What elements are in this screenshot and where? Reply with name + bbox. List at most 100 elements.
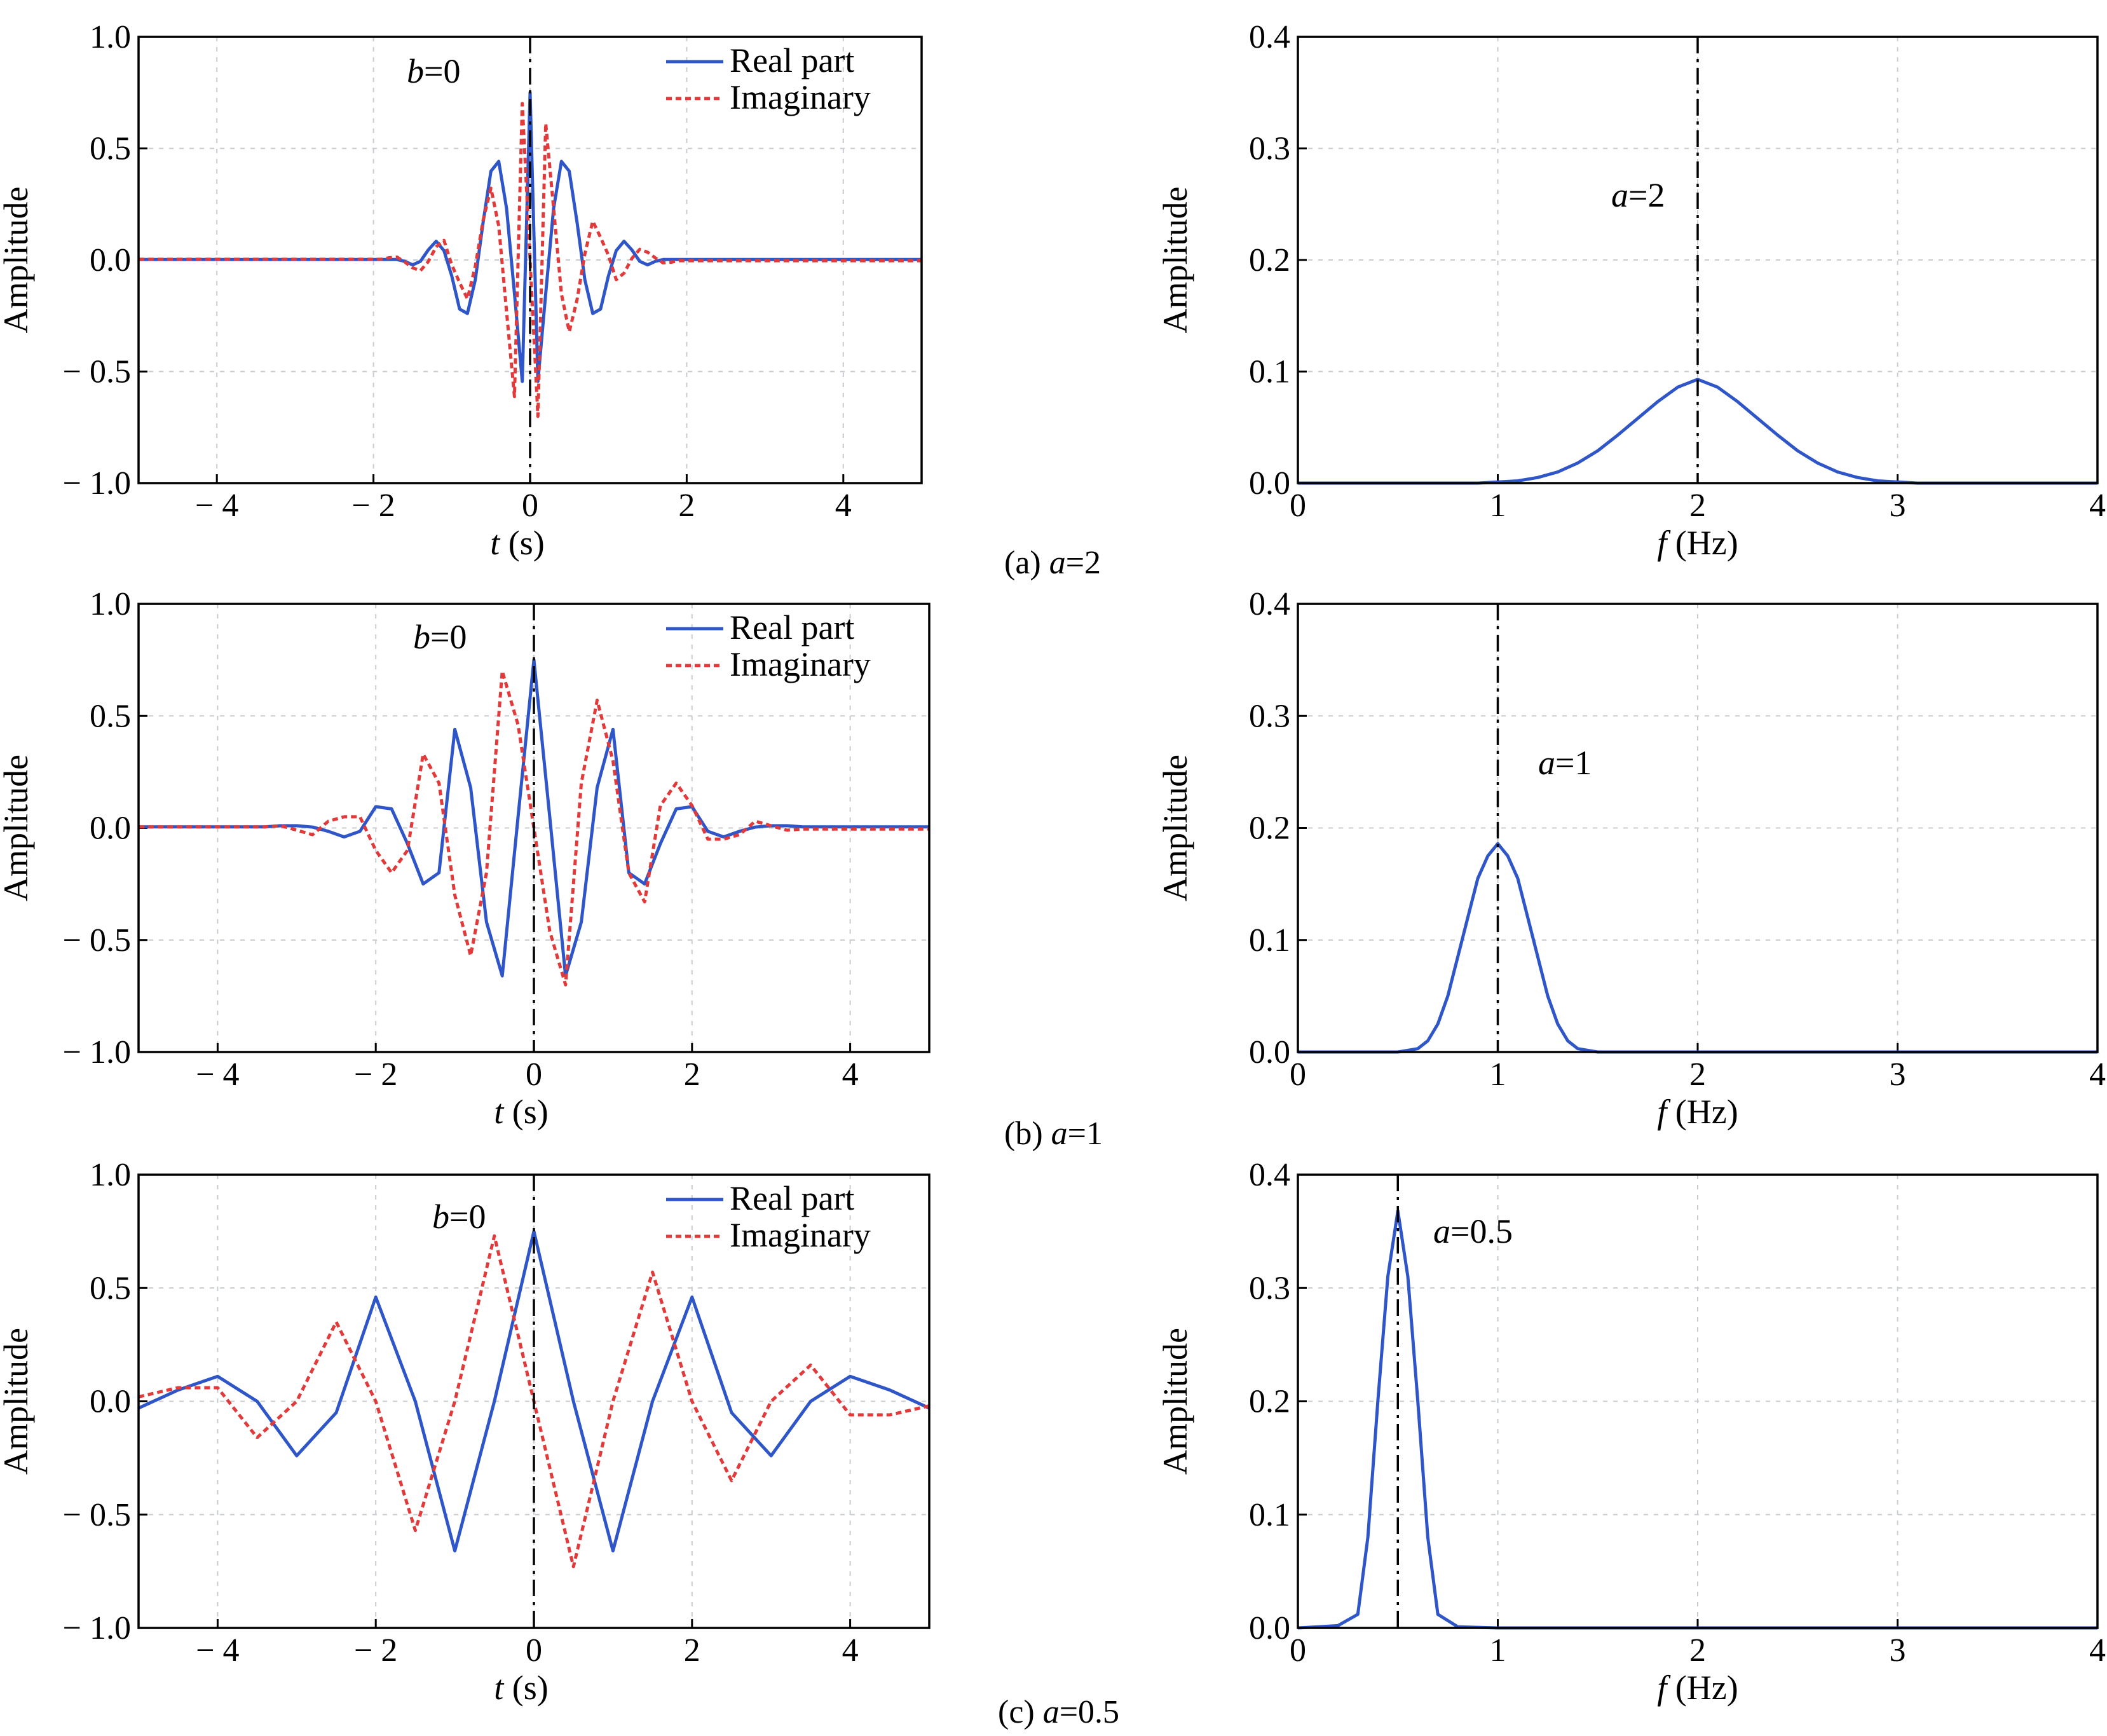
y-tick-label: 0.0	[1249, 465, 1290, 502]
annotation-value: =0	[449, 1198, 486, 1236]
legend-entry: Real part	[730, 1179, 854, 1217]
chart-fb: 0 1 2 3 4 0.0 0.1 0.2 0.3 0.4 Amplitude f (Hz) a=1	[1156, 586, 2106, 1131]
x-tick-label: 3	[1890, 488, 1906, 524]
y-tick-label: 0.4	[1249, 19, 1290, 55]
y-axis-label: Amplitude	[0, 755, 35, 901]
y-axis-label: Amplitude	[1156, 187, 1194, 334]
plot-frame	[137, 1173, 931, 1629]
panel-caption: (b) a=1	[1004, 1116, 1103, 1152]
annotation: b=0	[413, 618, 467, 656]
x-tick-label: 4	[835, 488, 852, 524]
x-tick-label: 3	[1890, 1056, 1906, 1093]
x-tick-label: − 2	[354, 1632, 397, 1669]
caption-variable: a	[1051, 1116, 1068, 1152]
annotation-variable: b	[413, 618, 430, 656]
y-tick-label: − 0.5	[63, 1497, 131, 1533]
y-axis-label: Amplitude	[0, 187, 35, 334]
annotation-value: =2	[1628, 176, 1665, 214]
panel-caption: (c) a=0.5	[998, 1694, 1119, 1730]
annotation-value: =1	[1555, 744, 1592, 782]
series-line-imaginary	[139, 669, 929, 987]
x-tick-label: 2	[1689, 1632, 1706, 1669]
y-tick-label: 0.0	[90, 1384, 131, 1420]
y-tick-label: 1.0	[90, 586, 131, 622]
x-tick-label: 2	[684, 1632, 700, 1669]
y-tick-label: 0.0	[90, 242, 131, 278]
x-tick-label: 4	[842, 1056, 859, 1093]
panel-caption: (a) a=2	[1004, 545, 1101, 581]
x-tick-label: − 4	[196, 1056, 239, 1093]
plot-frame	[137, 603, 931, 1053]
x-tick-label: − 4	[196, 1632, 239, 1669]
y-tick-label: 0.3	[1249, 698, 1290, 734]
caption-prefix: (c)	[998, 1694, 1043, 1730]
x-axis-variable: t	[494, 1093, 505, 1131]
x-axis-label: f (Hz)	[1657, 524, 1738, 562]
chart-ta: − 4 − 2 0 2 4 − 1.0 − 0.5 0.0 0.5 1.0 Amplitude t (…	[0, 19, 923, 562]
x-tick-label: 0	[1290, 1056, 1306, 1093]
y-tick-label: 0.1	[1249, 354, 1290, 390]
y-axis-label: Amplitude	[0, 1328, 35, 1475]
x-axis-unit: (s)	[503, 1093, 548, 1131]
series-line-spectrum	[1298, 842, 2097, 1054]
annotation: a=1	[1538, 744, 1592, 782]
x-axis-unit: (s)	[503, 1669, 548, 1707]
x-axis-unit: (Hz)	[1667, 1093, 1738, 1131]
chart-tc: − 4 − 2 0 2 4 − 1.0 − 0.5 0.0 0.5 1.0 Amplitude t (…	[0, 1157, 931, 1707]
x-tick-label: 4	[842, 1632, 859, 1669]
caption-prefix: (b)	[1004, 1116, 1051, 1152]
plot-frame	[1297, 36, 2099, 484]
y-tick-label: 0.4	[1249, 1157, 1290, 1193]
x-tick-label: 4	[2089, 488, 2106, 524]
x-axis-label: f (Hz)	[1657, 1669, 1738, 1707]
legend-entry: Real part	[730, 41, 854, 79]
x-tick-label: 2	[678, 488, 695, 524]
x-axis-variable: t	[494, 1669, 505, 1707]
x-tick-label: − 2	[354, 1056, 397, 1093]
y-tick-label: 0.0	[1249, 1034, 1290, 1070]
y-tick-label: − 1.0	[63, 1610, 131, 1646]
y-tick-label: 0.5	[90, 698, 131, 734]
y-tick-label: − 1.0	[63, 465, 131, 502]
x-axis-variable: t	[490, 524, 501, 562]
x-tick-label: 1	[1490, 488, 1506, 524]
x-tick-label: 4	[2089, 1632, 2106, 1669]
caption-value: =0.5	[1060, 1694, 1119, 1730]
x-tick-label: 2	[684, 1056, 700, 1093]
caption-value: =1	[1068, 1116, 1103, 1152]
x-tick-label: 3	[1890, 1632, 1906, 1669]
y-tick-label: 0.1	[1249, 922, 1290, 959]
x-axis-label: f (Hz)	[1657, 1093, 1738, 1131]
annotation-variable: a	[1433, 1212, 1450, 1250]
y-tick-label: − 0.5	[63, 354, 131, 390]
y-tick-label: 0.4	[1249, 586, 1290, 622]
x-axis-unit: (Hz)	[1667, 1669, 1738, 1707]
plot-frame	[1297, 603, 2099, 1053]
y-tick-label: 0.3	[1249, 1270, 1290, 1306]
x-tick-label: 2	[1689, 488, 1706, 524]
x-axis-label: t (s)	[494, 1093, 549, 1131]
x-tick-label: 1	[1490, 1632, 1506, 1669]
y-axis-label: Amplitude	[1156, 755, 1194, 901]
legend-entry: Real part	[730, 608, 854, 646]
x-tick-label: 0	[1290, 1632, 1306, 1669]
x-axis-unit: (s)	[500, 524, 544, 562]
annotation-variable: b	[407, 52, 424, 90]
y-tick-label: 0.2	[1249, 1384, 1290, 1420]
x-tick-label: − 2	[351, 488, 395, 524]
annotation: b=0	[407, 52, 460, 90]
caption-value: =2	[1066, 545, 1101, 581]
chart-fa: 0 1 2 3 4 0.0 0.1 0.2 0.3 0.4 Amplitude f (Hz) a=2	[1156, 19, 2106, 562]
chart-fc: 0 1 2 3 4 0.0 0.1 0.2 0.3 0.4 Amplitude f (Hz) a=0.5	[1156, 1157, 2106, 1707]
plot-frame	[1297, 1173, 2099, 1629]
y-tick-label: 0.2	[1249, 810, 1290, 847]
annotation: a=0.5	[1433, 1212, 1513, 1250]
annotation-value: =0	[424, 52, 460, 90]
x-tick-label: 2	[1689, 1056, 1706, 1093]
y-tick-label: 0.1	[1249, 1497, 1290, 1533]
annotation: a=2	[1611, 176, 1665, 214]
y-tick-label: − 1.0	[63, 1034, 131, 1070]
